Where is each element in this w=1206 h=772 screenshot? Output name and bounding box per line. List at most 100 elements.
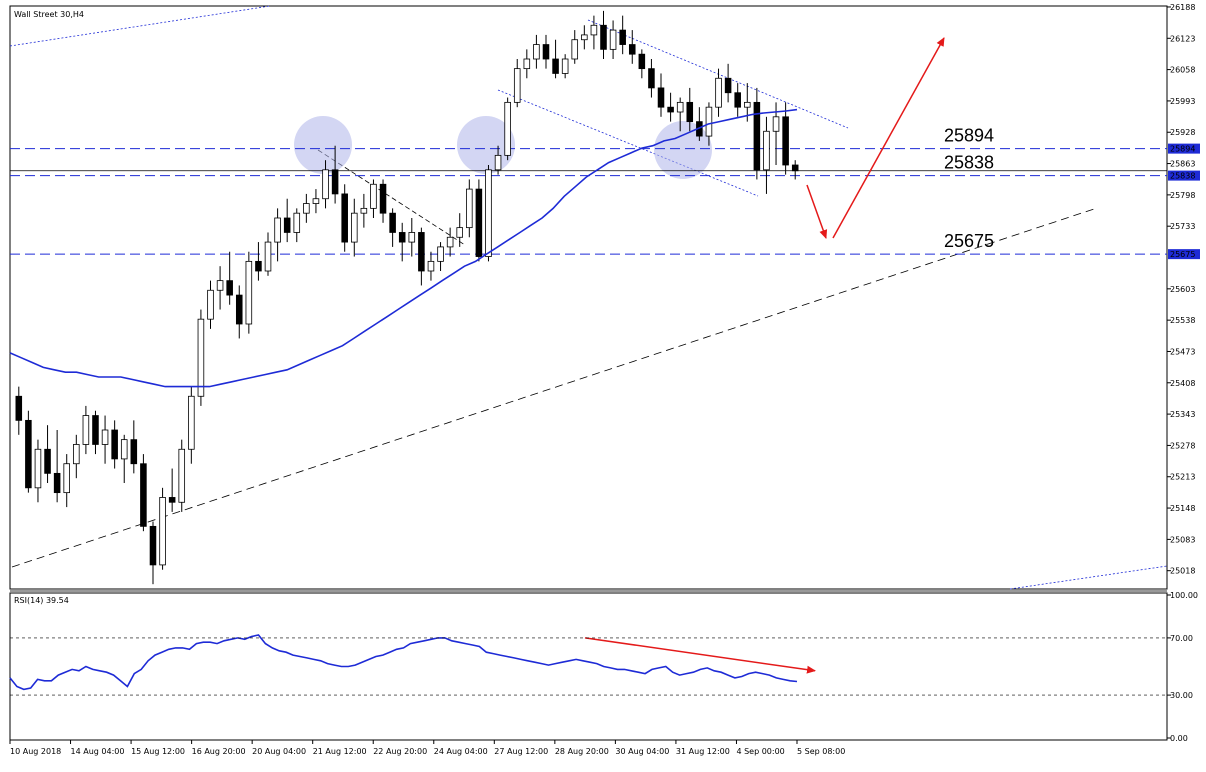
rsi-tick-label: 100.00: [1170, 591, 1198, 600]
rsi-pane-frame: [9, 592, 1168, 741]
time-tick-label: 10 Aug 2018: [10, 747, 61, 756]
candle-body[interactable]: [15, 395, 23, 421]
candle-body[interactable]: [226, 280, 233, 296]
candle-body[interactable]: [609, 29, 617, 50]
level-label: 25675: [944, 231, 994, 251]
candle-body[interactable]: [389, 212, 396, 233]
candle-body[interactable]: [341, 193, 348, 243]
candle-body[interactable]: [734, 92, 741, 108]
candle-body[interactable]: [351, 212, 358, 243]
candle-body[interactable]: [303, 203, 310, 214]
candle-body[interactable]: [581, 34, 588, 41]
candle-body[interactable]: [398, 232, 406, 243]
candle-body[interactable]: [772, 116, 780, 132]
price-tick-label: 26058: [1170, 66, 1195, 75]
candle-body[interactable]: [92, 415, 99, 445]
candle-body[interactable]: [370, 183, 377, 209]
candle-body[interactable]: [255, 260, 262, 272]
candle-body[interactable]: [686, 101, 694, 123]
candle-body[interactable]: [274, 217, 281, 243]
price-tick-label: 25473: [1170, 347, 1195, 356]
candle-body[interactable]: [360, 207, 368, 214]
candle-body[interactable]: [197, 318, 205, 397]
candle-body[interactable]: [504, 101, 511, 156]
candle-body[interactable]: [44, 448, 51, 474]
candle-body[interactable]: [53, 472, 61, 494]
candle-body[interactable]: [312, 198, 320, 204]
candle-body[interactable]: [715, 77, 722, 108]
candle-body[interactable]: [753, 101, 761, 171]
candle-body[interactable]: [178, 448, 186, 503]
candle-body[interactable]: [619, 29, 626, 45]
candle-body[interactable]: [82, 415, 90, 445]
price-tick-label: 25278: [1170, 441, 1195, 450]
candle-body[interactable]: [283, 217, 291, 233]
price-tick-label: 25343: [1170, 410, 1195, 419]
candle-body[interactable]: [235, 294, 243, 325]
price-tick-label: 25798: [1170, 191, 1195, 200]
candle-body[interactable]: [188, 395, 195, 450]
candle-body[interactable]: [657, 87, 665, 108]
candle-body[interactable]: [408, 232, 416, 243]
candle-body[interactable]: [264, 241, 272, 272]
candle-body[interactable]: [25, 419, 32, 489]
candle-body[interactable]: [533, 44, 540, 60]
candle-body[interactable]: [561, 58, 569, 74]
time-axis[interactable]: 10 Aug 2018 14 Aug 04:00 15 Aug 12:00 16 Au…: [9, 740, 845, 756]
candle-body[interactable]: [149, 525, 157, 566]
forecast-arrows: [806, 37, 945, 239]
candle-body[interactable]: [63, 463, 70, 494]
candle-body[interactable]: [648, 68, 655, 89]
candle-body[interactable]: [542, 44, 550, 60]
price-pane-frame: [9, 5, 1168, 590]
candle-body[interactable]: [111, 429, 118, 460]
candle-body[interactable]: [140, 463, 147, 527]
candle-body[interactable]: [73, 444, 80, 465]
candle-body[interactable]: [724, 77, 732, 94]
candle-body[interactable]: [331, 169, 339, 195]
candle-body[interactable]: [676, 101, 684, 113]
candle-body[interactable]: [667, 106, 674, 113]
candle-body[interactable]: [705, 106, 713, 137]
candle-body[interactable]: [494, 154, 502, 171]
candle-body[interactable]: [293, 212, 301, 233]
candle-body[interactable]: [513, 68, 521, 103]
candle-body[interactable]: [101, 429, 109, 445]
candle-body[interactable]: [782, 116, 789, 166]
candle-body[interactable]: [590, 24, 598, 36]
price-tick-label: 25538: [1170, 316, 1195, 325]
candle-body[interactable]: [216, 280, 224, 291]
candle-body[interactable]: [159, 497, 166, 566]
candle-body[interactable]: [744, 101, 751, 108]
candle-body[interactable]: [418, 232, 425, 272]
candle-body[interactable]: [466, 188, 473, 229]
candle-body[interactable]: [523, 58, 531, 70]
candle-body[interactable]: [446, 236, 454, 248]
candle-body[interactable]: [130, 439, 138, 465]
candle-body[interactable]: [552, 58, 559, 74]
candle-body[interactable]: [763, 130, 770, 171]
candle-body[interactable]: [34, 448, 42, 489]
candle-body[interactable]: [207, 289, 214, 320]
candle-body[interactable]: [791, 164, 799, 172]
time-tick-label: 20 Aug 04:00: [252, 747, 306, 756]
long-term-trendline: [11, 207, 1098, 568]
candle-body[interactable]: [456, 227, 463, 238]
candle-body[interactable]: [600, 24, 607, 50]
candle-body[interactable]: [168, 497, 176, 503]
level-tag: 25894: [1170, 145, 1195, 154]
candle-body[interactable]: [427, 260, 435, 272]
candle-body[interactable]: [245, 260, 253, 325]
candle-body[interactable]: [322, 169, 329, 200]
moving-average-line: [9, 108, 798, 388]
candle-body[interactable]: [638, 53, 646, 70]
candle-body[interactable]: [475, 188, 483, 257]
price-axis[interactable]: 26188 26123 26058 25993 25928 25863 25798 25733…: [1167, 3, 1195, 576]
candle-body[interactable]: [571, 39, 579, 60]
candle-body[interactable]: [379, 183, 387, 214]
candle-body[interactable]: [485, 169, 492, 257]
candle-body[interactable]: [437, 246, 444, 262]
candle-body[interactable]: [120, 439, 128, 460]
candle-body[interactable]: [628, 44, 636, 55]
